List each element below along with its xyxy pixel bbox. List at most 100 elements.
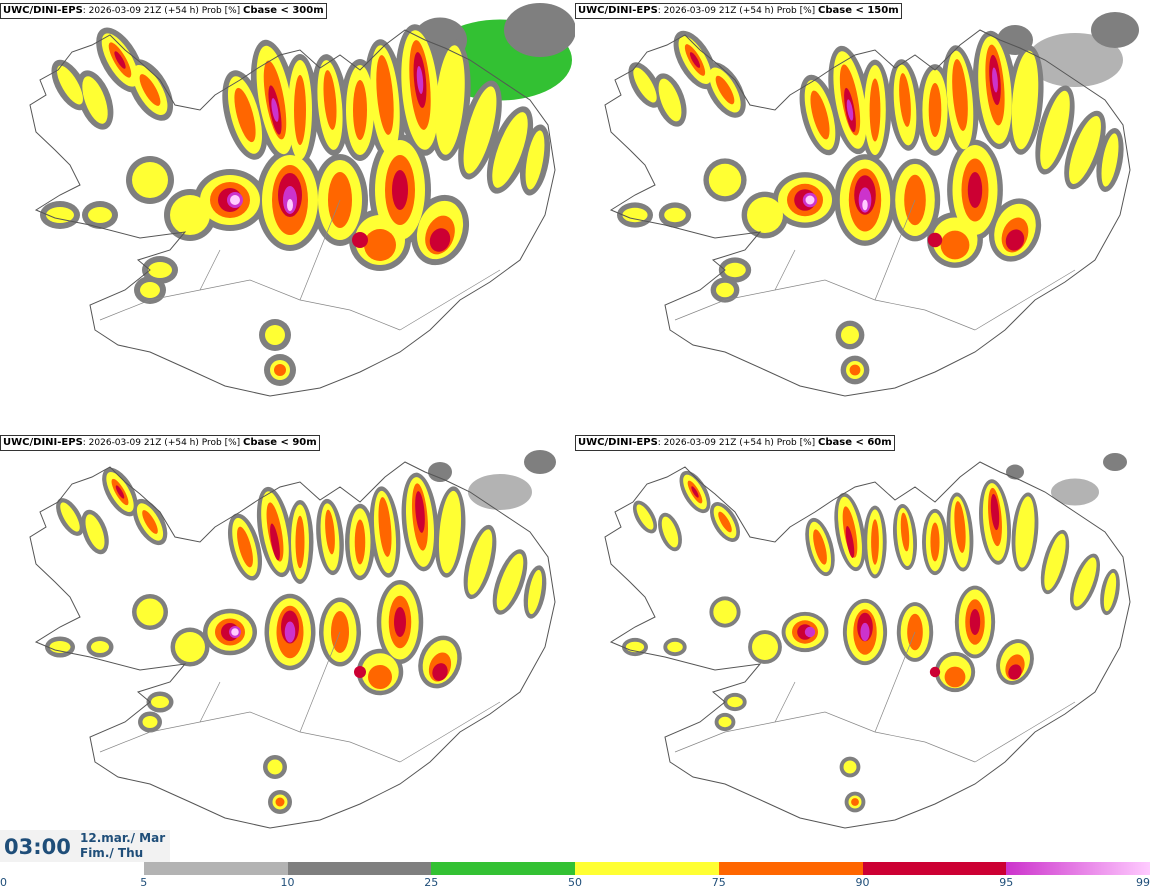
probability-area — [132, 162, 168, 198]
probability-area — [88, 207, 112, 223]
probability-area — [354, 519, 366, 565]
probability-area — [969, 609, 981, 635]
probability-area — [114, 51, 126, 69]
probability-area — [967, 172, 983, 208]
road-line — [974, 701, 1076, 763]
probability-area — [708, 163, 742, 197]
probability-area — [231, 628, 239, 636]
probability-area — [175, 632, 205, 662]
probability-area — [237, 526, 253, 568]
road-line — [299, 631, 341, 733]
probability-area — [841, 326, 859, 344]
probability-area — [845, 525, 855, 559]
road-line — [974, 269, 1076, 331]
coastline — [604, 461, 1131, 829]
panel-title: UWC/DINI-EPS: 2026-03-09 21Z (+54 h) Pro… — [0, 3, 327, 19]
probability-area — [869, 78, 881, 142]
probability-area — [496, 553, 524, 611]
probability-area — [115, 485, 125, 499]
road-line — [774, 681, 796, 723]
probability-area — [813, 529, 827, 565]
probability-area — [368, 665, 392, 689]
probability-area — [667, 641, 683, 653]
probability-area — [930, 522, 940, 562]
probability-area — [636, 504, 654, 530]
coastline — [604, 29, 1131, 397]
probability-area — [151, 696, 169, 708]
probability-area — [689, 52, 701, 68]
probability-area — [810, 90, 830, 140]
probability-area — [727, 696, 743, 708]
map-panel-cbase-60: UWC/DINI-EPS: 2026-03-09 21Z (+54 h) Pro… — [575, 432, 1150, 864]
probability-area — [899, 73, 911, 127]
probability-area — [323, 70, 337, 130]
fog-patch — [1103, 453, 1127, 471]
probability-area — [954, 501, 966, 553]
probability-area — [805, 195, 815, 205]
road-line — [199, 681, 221, 723]
probability-area — [633, 67, 657, 103]
colorbar-tick-label: 95 — [999, 876, 1014, 889]
valid-date-line: 12.mar./ Mar — [80, 831, 166, 845]
probability-area — [392, 170, 408, 210]
colorbar-tick-label: 10 — [280, 876, 295, 889]
probability-area — [325, 509, 335, 555]
probability-area — [1005, 229, 1025, 251]
probability-area — [713, 600, 737, 624]
probability-area — [1044, 533, 1066, 591]
probability-area — [1069, 115, 1101, 185]
probability-area — [85, 514, 105, 550]
probability-area — [658, 78, 682, 122]
probability-area — [267, 759, 283, 775]
probability-area — [438, 490, 462, 574]
probability-area — [871, 519, 879, 565]
road-line — [199, 249, 221, 291]
probability-area — [140, 282, 160, 298]
probability-area — [849, 364, 861, 376]
colorbar-tick-label: 75 — [711, 876, 726, 889]
probability-area — [990, 493, 1000, 531]
road-line — [874, 199, 916, 301]
model-name: UWC/DINI-EPS — [3, 5, 83, 16]
road-line — [774, 249, 796, 291]
probability-area — [846, 99, 854, 121]
probability-area — [142, 510, 158, 534]
valid-weekday-line: Fim./ Thu — [80, 846, 144, 860]
map-svg — [29, 3, 575, 397]
road-line — [399, 701, 501, 763]
run-info: : 2026-03-09 21Z (+54 h) Prob [%] — [657, 438, 819, 448]
probability-area — [295, 515, 305, 569]
probability-area — [82, 76, 108, 124]
probability-area — [234, 87, 256, 143]
colorbar-tick-label: 99 — [1136, 876, 1150, 889]
probability-area — [1008, 664, 1022, 680]
probability-area — [432, 663, 448, 681]
parameter-label: Cbase < 150m — [818, 5, 899, 16]
fog-patch — [1027, 33, 1123, 87]
panel-title: UWC/DINI-EPS: 2026-03-09 21Z (+54 h) Pro… — [0, 435, 320, 451]
probability-area — [929, 666, 941, 678]
probability-area — [992, 67, 998, 93]
colorbar-segment — [1006, 862, 1150, 875]
probability-area — [492, 112, 528, 188]
colorbar-tick-label: 90 — [855, 876, 870, 889]
road-line — [674, 279, 976, 331]
colorbar-segment — [862, 862, 1007, 875]
probability-area — [1073, 557, 1097, 607]
probability-area — [664, 207, 686, 223]
colorbar-segment — [0, 862, 145, 875]
probability-area — [527, 569, 543, 615]
probability-area — [718, 716, 732, 728]
valid-time-date: 12.mar./ Mar Fim./ Thu — [80, 831, 165, 861]
probability-area — [716, 282, 734, 298]
probability-area — [142, 716, 158, 728]
probability-area — [265, 325, 285, 345]
probability-area — [806, 628, 814, 636]
probability-area — [952, 59, 968, 131]
probability-area — [139, 74, 161, 106]
valid-time-clock: 03:00 — [4, 835, 71, 859]
probability-area — [148, 262, 172, 278]
probability-area — [364, 229, 396, 261]
probability-area — [944, 666, 966, 688]
probability-area — [860, 622, 870, 642]
